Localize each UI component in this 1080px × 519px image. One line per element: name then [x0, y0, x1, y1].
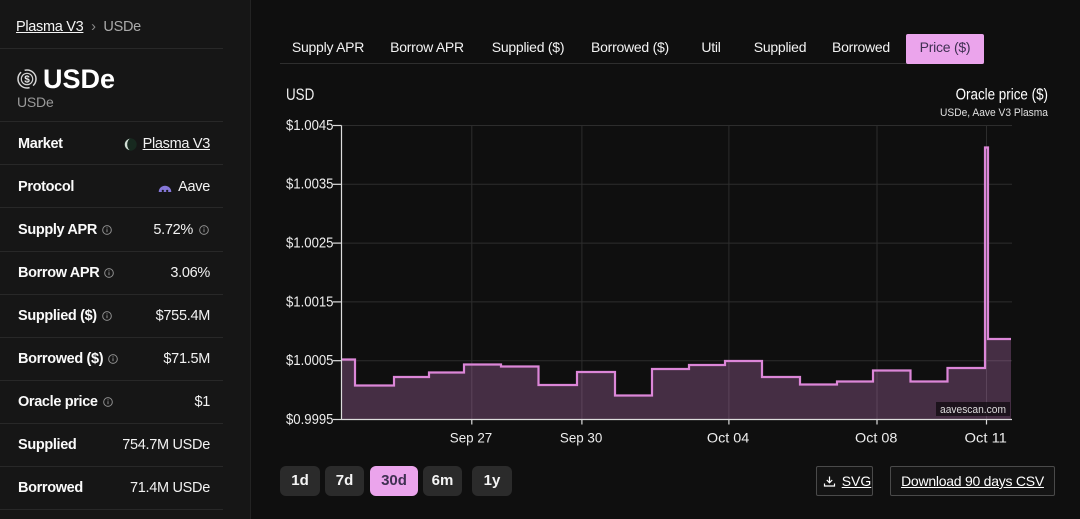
svg-text:$1.0015: $1.0015 [286, 294, 334, 310]
svg-text:Sep 27: Sep 27 [450, 430, 493, 446]
svg-text:Oracle price ($): Oracle price ($) [956, 87, 1048, 104]
svg-text:USD: USD [286, 85, 314, 104]
svg-text:Oct 04: Oct 04 [707, 430, 750, 446]
svg-text:$: $ [24, 75, 30, 86]
svg-text:$1.0035: $1.0035 [286, 177, 334, 193]
svg-text:Sep 30: Sep 30 [560, 430, 603, 446]
svg-text:Oct 11: Oct 11 [965, 430, 1008, 446]
svg-text:aavescan.com: aavescan.com [940, 404, 1006, 416]
svg-text:$1.0045: $1.0045 [286, 118, 334, 134]
svg-text:Oct 08: Oct 08 [855, 430, 898, 446]
svg-text:USDe, Aave V3 Plasma: USDe, Aave V3 Plasma [940, 107, 1049, 119]
svg-text:$1.0005: $1.0005 [286, 353, 334, 369]
svg-text:$1.0025: $1.0025 [286, 236, 334, 252]
svg-text:$0.9995: $0.9995 [286, 412, 334, 428]
